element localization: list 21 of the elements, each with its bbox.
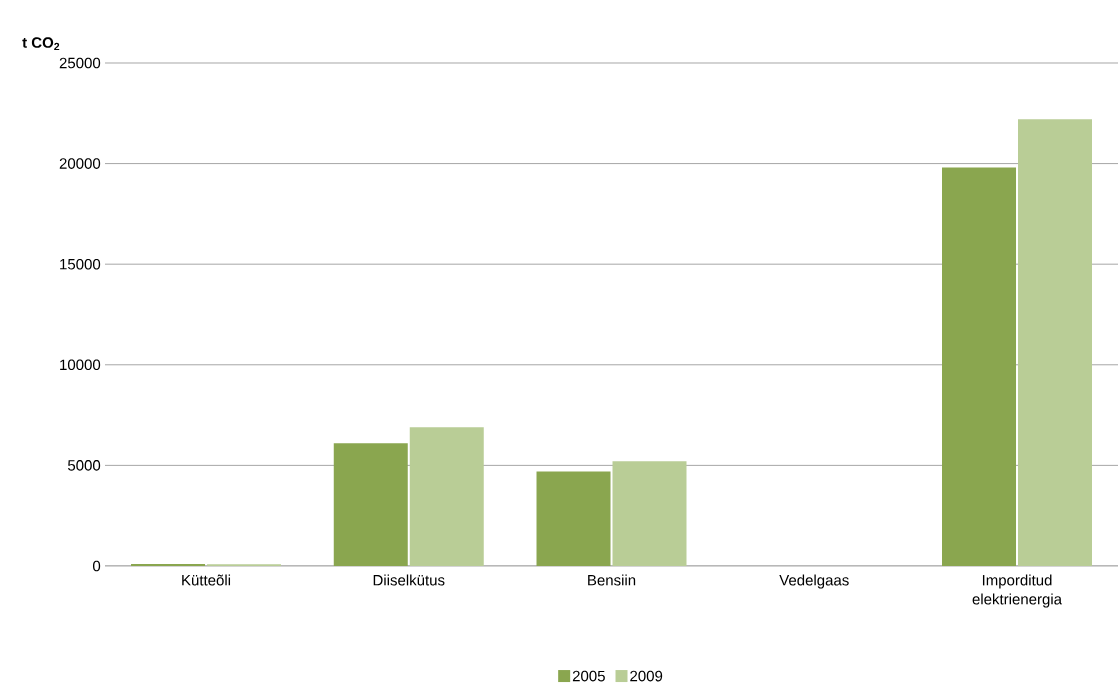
- bar: [409, 427, 484, 566]
- y-tick-label: 15000: [60, 258, 101, 270]
- x-tick-label: Diiselkütus: [373, 574, 445, 586]
- x-tick-label: Kütteõli: [182, 574, 231, 586]
- y-tick-label: 20000: [59, 158, 101, 169]
- y-tick-label: 0: [92, 560, 101, 572]
- bar: [612, 461, 687, 566]
- x-tick-label: Vedelgaas: [779, 574, 849, 589]
- bar: [942, 167, 1017, 566]
- bar: [333, 443, 408, 566]
- legend-label: 2005: [572, 670, 605, 682]
- bar: [131, 563, 206, 566]
- bar: [536, 471, 611, 566]
- y-axis-title: t CO$_{2}$: [22, 37, 60, 51]
- x-tick-label: Imporditud elektrienergia: [972, 574, 1063, 608]
- legend-label: 2009: [630, 670, 663, 682]
- x-tick-label: Bensiin: [588, 574, 636, 586]
- y-tick-label: 25000: [59, 57, 101, 69]
- y-tick-label: 5000: [67, 460, 101, 471]
- bar: [1018, 119, 1092, 566]
- y-tick-label: 10000: [60, 359, 101, 371]
